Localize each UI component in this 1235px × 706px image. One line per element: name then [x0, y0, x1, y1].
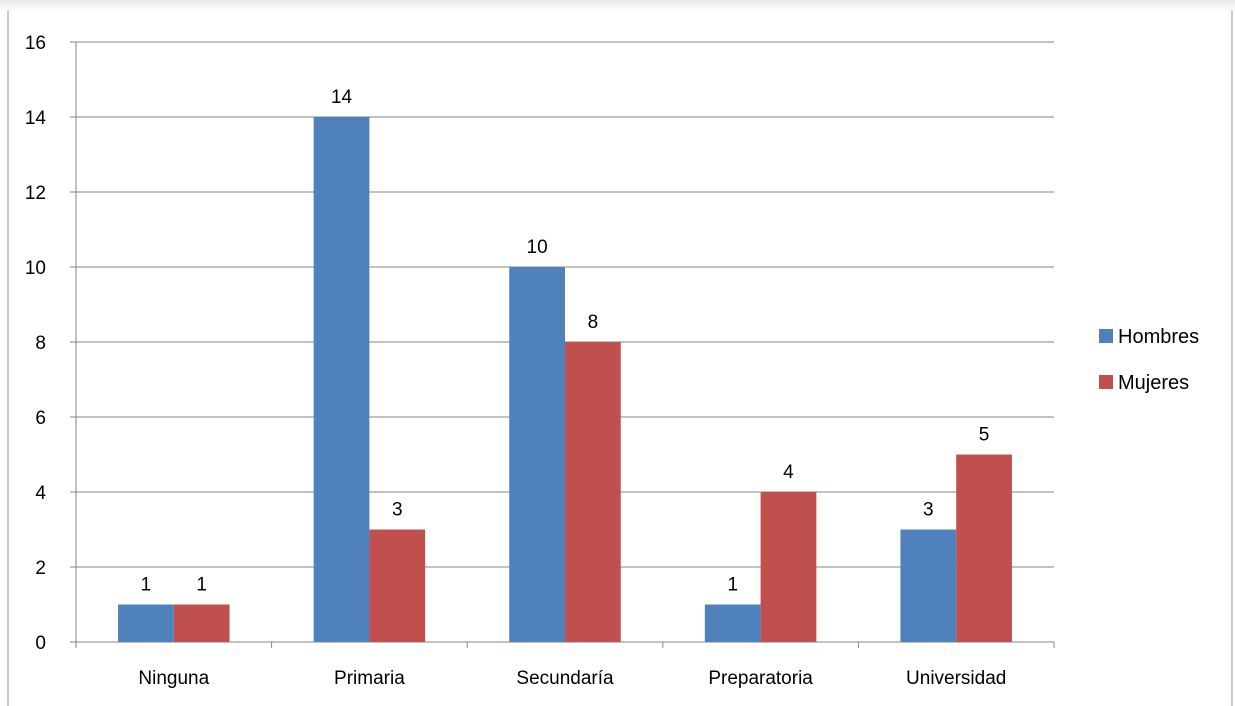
legend-label-hombres: Hombres: [1118, 326, 1199, 348]
data-label: 14: [331, 87, 353, 108]
legend: Hombres Mujeres: [1099, 326, 1199, 394]
y-tick-label: 0: [35, 633, 46, 654]
bar-mujeres-universidad: [956, 454, 1012, 642]
data-label: 4: [783, 462, 794, 483]
x-tick-labels: Ninguna Primaria Secundaría Preparatoria Uni…: [138, 668, 1006, 689]
data-label: 1: [196, 575, 207, 596]
bar-mujeres-secundaría: [565, 342, 621, 642]
x-tick-label: Primaria: [334, 668, 405, 689]
y-tick-label: 12: [25, 183, 46, 204]
bars: [118, 117, 1012, 642]
data-label: 1: [141, 575, 152, 596]
bar-mujeres-ninguna: [173, 604, 230, 642]
data-label: 8: [588, 312, 599, 333]
bar-hombres-primaria: [313, 117, 370, 642]
bar-hombres-secundaría: [509, 267, 565, 642]
y-tick-label: 16: [25, 33, 46, 54]
y-tick-label: 4: [35, 483, 46, 504]
bar-hombres-preparatoria: [704, 604, 761, 642]
data-label: 3: [923, 500, 934, 521]
x-tick-label: Ninguna: [138, 668, 209, 689]
y-tick-label: 14: [25, 108, 47, 129]
legend-swatch-hombres: [1099, 329, 1113, 343]
bar-mujeres-primaria: [369, 529, 426, 642]
bar-hombres-ninguna: [118, 604, 174, 642]
y-tick-label: 10: [25, 258, 46, 279]
x-tick-label: Preparatoria: [708, 668, 813, 689]
y-tick-label: 8: [35, 333, 46, 354]
legend-swatch-mujeres: [1099, 375, 1113, 389]
x-tick-label: Secundaría: [516, 668, 614, 689]
legend-label-mujeres: Mujeres: [1118, 372, 1189, 394]
x-tick-label: Universidad: [906, 668, 1006, 689]
y-tick-label: 2: [35, 558, 46, 579]
top-edge-band: [0, 0, 1235, 12]
y-tick-label: 6: [35, 408, 46, 429]
data-label: 10: [527, 237, 548, 258]
data-label: 5: [979, 425, 990, 446]
data-label: 3: [392, 500, 403, 521]
bar-mujeres-preparatoria: [760, 492, 817, 642]
data-label: 1: [727, 575, 738, 596]
y-tick-labels: 0 2 4 6 8 10 12 14 16: [25, 33, 47, 654]
bar-hombres-universidad: [900, 529, 957, 642]
